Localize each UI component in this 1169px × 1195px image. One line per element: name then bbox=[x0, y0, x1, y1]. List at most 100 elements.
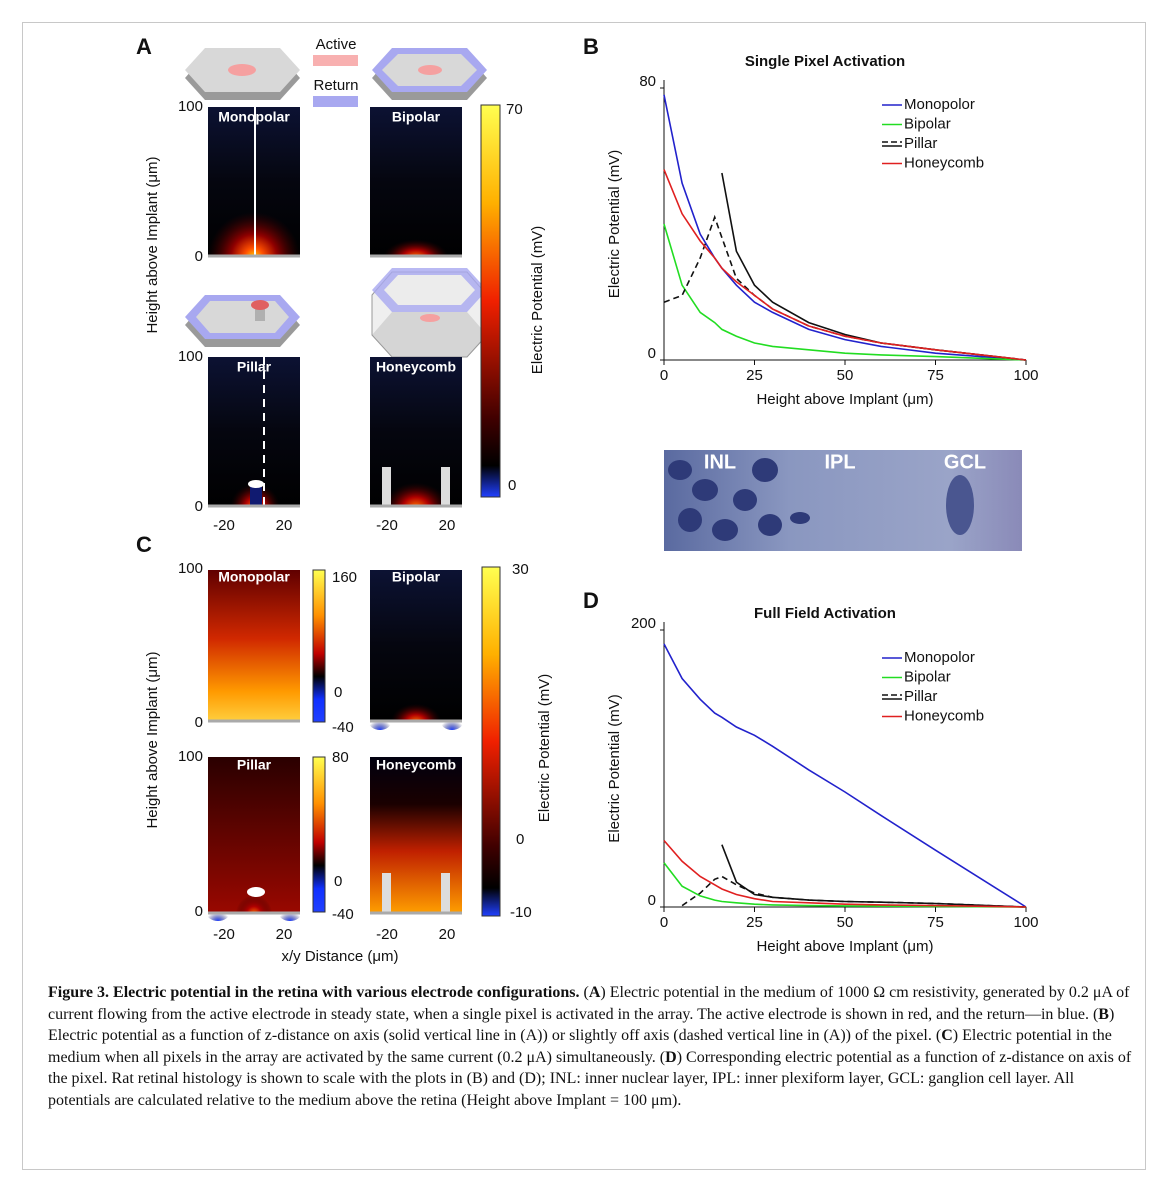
map-title: Pillar bbox=[237, 359, 272, 375]
x-axis-label: x/y Distance (μm) bbox=[282, 948, 399, 965]
x-tick-label: 20 bbox=[276, 926, 293, 943]
legend-label: Bipolar bbox=[904, 115, 951, 132]
active-electrode bbox=[418, 65, 442, 75]
heatmap-glow bbox=[380, 670, 452, 722]
colorbar-tick-label: -10 bbox=[510, 904, 532, 921]
panel-label: C bbox=[136, 532, 152, 557]
series-line bbox=[663, 223, 1027, 361]
y-tick-label: 0 bbox=[648, 345, 656, 362]
y-tick-label: 80 bbox=[639, 73, 656, 90]
cell bbox=[752, 458, 778, 482]
active-electrode bbox=[251, 300, 269, 310]
cell bbox=[678, 508, 702, 532]
figure: A B C D Active Return Monopolar Bipolar … bbox=[136, 34, 1039, 965]
y-tick-label: 0 bbox=[195, 714, 203, 731]
cell bbox=[668, 460, 692, 480]
x-tick-label: 20 bbox=[439, 926, 456, 943]
x-tick-label: 20 bbox=[439, 517, 456, 534]
heatmap bbox=[208, 570, 300, 722]
colorbar-tick-label: -40 bbox=[332, 906, 354, 923]
colorbar-tick-label: 30 bbox=[512, 561, 529, 578]
series-line bbox=[681, 875, 1027, 908]
legend-label: Honeycomb bbox=[904, 707, 984, 724]
x-tick-label: 0 bbox=[660, 367, 668, 384]
y-tick-label: 0 bbox=[195, 903, 203, 920]
x-tick-label: 100 bbox=[1013, 367, 1038, 384]
caption-text: ) Electric potential as a function of z-… bbox=[48, 1005, 1115, 1045]
series-line bbox=[663, 839, 1027, 908]
y-tick-label: 100 bbox=[178, 98, 203, 115]
caption-text: ( bbox=[579, 984, 589, 1001]
map-title: Pillar bbox=[237, 757, 272, 773]
series-line bbox=[663, 214, 1027, 361]
caption-panel-ref: A bbox=[588, 984, 601, 1001]
heatmap-glow bbox=[370, 207, 462, 257]
legend-label: Monopolor bbox=[904, 96, 975, 113]
electrode-icon bbox=[371, 268, 488, 358]
layer-label: INL bbox=[704, 451, 736, 473]
x-tick-label: 0 bbox=[660, 914, 668, 931]
layer-label: GCL bbox=[944, 451, 986, 473]
cell bbox=[733, 489, 757, 511]
caption-panel-ref: B bbox=[1098, 1005, 1109, 1023]
wall bbox=[441, 873, 450, 913]
x-tick-label: 25 bbox=[746, 367, 763, 384]
colorbar-tick-label: -40 bbox=[332, 719, 354, 736]
hex-top bbox=[196, 301, 289, 333]
chart-title: Single Pixel Activation bbox=[745, 53, 905, 70]
colorbar bbox=[312, 569, 326, 723]
cell-nuclei bbox=[668, 458, 974, 541]
electrode-icon bbox=[372, 48, 487, 100]
series-line bbox=[663, 862, 1027, 908]
y-tick-label: 0 bbox=[648, 892, 656, 909]
colorbar bbox=[480, 104, 501, 498]
caption-title: Figure 3. Electric potential in the reti… bbox=[48, 984, 580, 1001]
colorbar-label: Electric Potential (mV) bbox=[536, 674, 553, 822]
pillar bbox=[255, 305, 265, 321]
active-electrode bbox=[228, 64, 256, 76]
map-title: Bipolar bbox=[392, 109, 441, 125]
series-line bbox=[663, 94, 1027, 361]
cell bbox=[712, 519, 738, 541]
map-title: Honeycomb bbox=[376, 359, 456, 375]
y-axis-label: Height above Implant (μm) bbox=[144, 156, 161, 333]
legend-swatch bbox=[313, 96, 358, 107]
x-tick-label: 50 bbox=[837, 367, 854, 384]
y-tick-label: 0 bbox=[195, 248, 203, 265]
y-axis-label: Height above Implant (μm) bbox=[144, 651, 161, 828]
active-electrode bbox=[420, 314, 440, 322]
x-tick-label: -20 bbox=[376, 517, 398, 534]
series-line bbox=[663, 643, 1027, 908]
electrode-icon bbox=[185, 295, 300, 347]
panel-label: B bbox=[583, 34, 599, 59]
legend-label: Honeycomb bbox=[904, 154, 984, 171]
figure-frame bbox=[22, 22, 1146, 1170]
wall bbox=[382, 467, 391, 505]
x-tick-label: 25 bbox=[746, 914, 763, 931]
x-tick-label: 50 bbox=[837, 914, 854, 931]
x-tick-label: -20 bbox=[376, 926, 398, 943]
colorbar-tick-label: 80 bbox=[332, 749, 349, 766]
pillar-cap bbox=[248, 480, 264, 488]
x-tick-label: 100 bbox=[1013, 914, 1038, 931]
colorbar bbox=[312, 756, 326, 913]
colorbar-tick-label: 0 bbox=[516, 831, 524, 848]
hex-inner bbox=[384, 275, 475, 305]
colorbar-label: Electric Potential (mV) bbox=[529, 226, 546, 374]
pillar-cap bbox=[247, 887, 265, 897]
electrode-icon bbox=[185, 48, 300, 100]
series-line bbox=[721, 172, 1027, 361]
x-tick-label: 75 bbox=[927, 914, 944, 931]
y-tick-label: 0 bbox=[195, 498, 203, 515]
caption-text: ) Corresponding electric potential as a … bbox=[48, 1048, 1132, 1109]
electrode-strips bbox=[208, 254, 462, 508]
cell bbox=[758, 514, 782, 536]
x-axis-label: Height above Implant (μm) bbox=[756, 938, 933, 955]
map-title: Honeycomb bbox=[376, 757, 456, 773]
caption-text: ) Electric potential in the medium when … bbox=[48, 1027, 1112, 1066]
cell bbox=[692, 479, 718, 501]
figure-caption: Figure 3. Electric potential in the reti… bbox=[48, 982, 1133, 1112]
caption-text: ) Electric potential in the medium of 10… bbox=[48, 984, 1130, 1023]
colorbar bbox=[481, 566, 501, 917]
